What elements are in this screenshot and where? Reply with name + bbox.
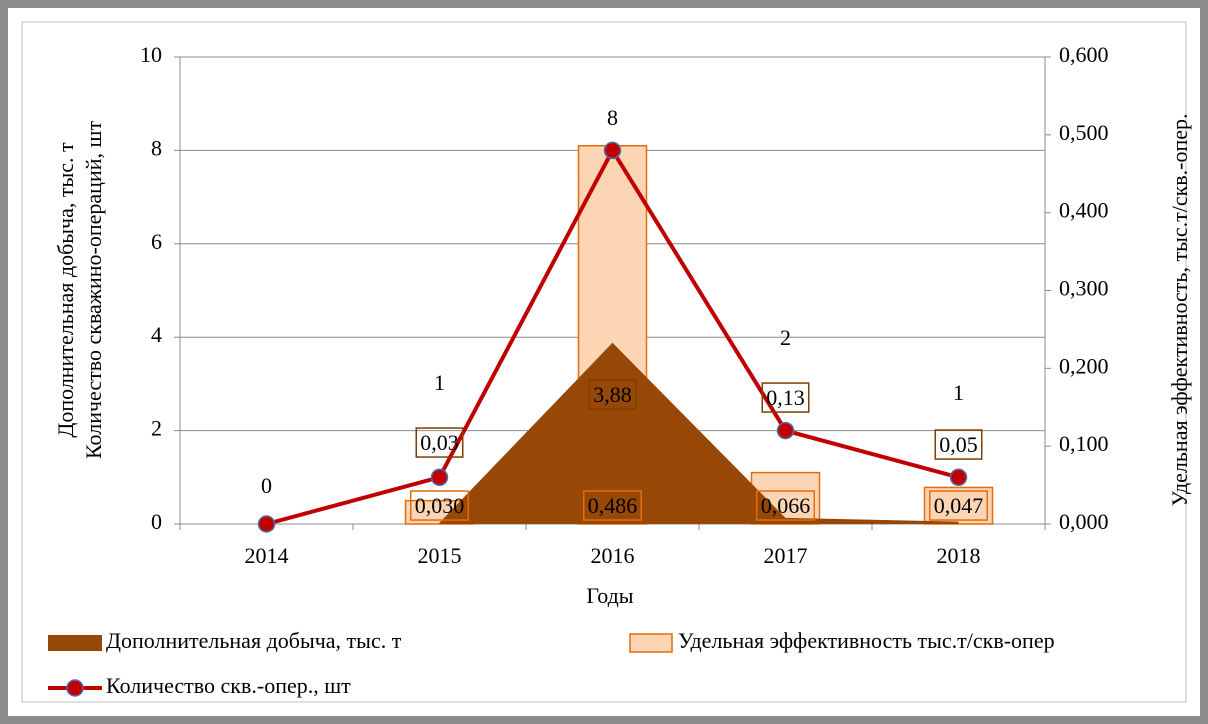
y-tick-label: 4: [151, 322, 162, 347]
data-label: 0,13: [766, 385, 805, 410]
data-label-box: [410, 490, 469, 521]
y2-tick-label: 0,500: [1059, 120, 1109, 145]
y2-tick-label: 0,600: [1059, 42, 1109, 67]
legend-label: Количество скв.-опер., шт: [106, 673, 351, 698]
y2-tick-label: 0,300: [1059, 276, 1109, 301]
y2-tick-label: 0,400: [1059, 198, 1109, 223]
y2-tick-label: 0,100: [1059, 431, 1109, 456]
data-label-box: [583, 490, 642, 521]
data-label: 0,03: [420, 430, 459, 455]
x-tick-label: 2018: [937, 543, 981, 568]
line-marker: [603, 141, 622, 160]
x-tick-label: 2014: [245, 543, 289, 568]
data-label-box: [934, 429, 983, 460]
legend-swatch: [66, 679, 84, 697]
y2-tick-label: 0,000: [1059, 509, 1109, 534]
y-tick-label: 2: [151, 416, 162, 441]
data-label-box: [761, 382, 810, 413]
data-label: 2: [780, 325, 791, 350]
data-label: 1: [434, 370, 445, 395]
y2-tick-label: 0,200: [1059, 353, 1109, 378]
x-tick-label: 2016: [591, 543, 635, 568]
y-tick-label: 6: [151, 229, 162, 254]
x-axis-title: Годы: [586, 583, 633, 608]
data-label-box: [756, 490, 815, 521]
y-tick-label: 10: [140, 42, 162, 67]
legend-swatch: [629, 633, 673, 653]
inner-frame: [21, 21, 1187, 703]
data-label: 8: [607, 105, 618, 130]
data-label-box: [929, 490, 988, 521]
data-label: 0,486: [588, 493, 638, 518]
line-marker: [257, 515, 276, 533]
y-tick-label: 8: [151, 135, 162, 160]
line-marker: [949, 468, 968, 487]
data-label: 0,047: [934, 493, 984, 518]
line-marker: [430, 468, 449, 487]
x-tick-label: 2015: [418, 543, 462, 568]
data-label: 0: [261, 473, 272, 498]
line-marker: [776, 421, 795, 440]
data-label: 0,030: [415, 493, 465, 518]
x-tick-label: 2017: [764, 543, 808, 568]
bar: [923, 486, 994, 525]
legend-label: Дополнительная добыча, тыс. т: [106, 628, 402, 653]
data-label: 3,88: [593, 382, 632, 407]
y-axis-title: Дополнительная добыча, тыс. т: [53, 142, 78, 438]
legend-label: Удельная эффективность тыс.т/скв-опер: [678, 628, 1055, 653]
data-label-box: [415, 427, 464, 458]
data-label: 0,066: [761, 493, 811, 518]
y-tick-label: 0: [151, 509, 162, 534]
data-label-box: [588, 379, 637, 410]
data-label: 0,05: [939, 432, 978, 457]
legend-swatch: [48, 635, 102, 651]
area: [439, 342, 959, 524]
y2-axis-title: Удельная эффективность, тыс.т/скв.-опер.: [1167, 113, 1192, 506]
data-label: 1: [953, 380, 964, 405]
y-axis-title: Количество скважино-операций, шт: [81, 121, 106, 459]
